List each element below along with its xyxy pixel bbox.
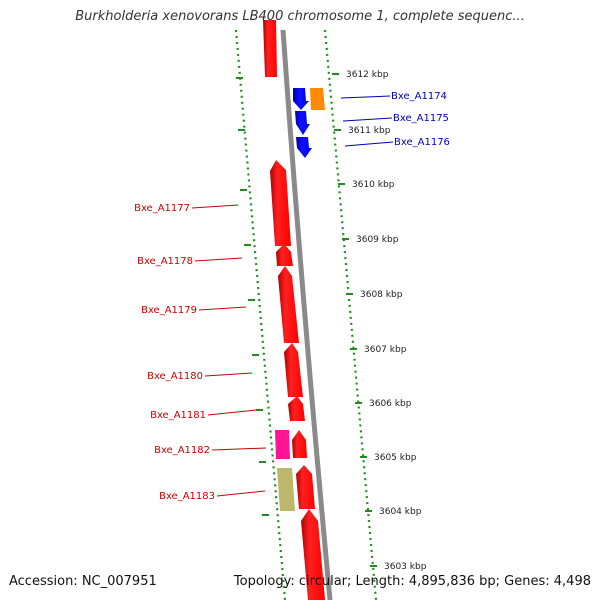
right-tick-dash — [346, 293, 353, 295]
chromosome-backbone — [280, 29, 333, 600]
left-tick-dash — [256, 409, 263, 411]
left-tick-dash — [244, 244, 251, 246]
left-leader-line — [194, 257, 243, 262]
gene-red-1183 — [296, 465, 315, 509]
gene-blue-1175 — [295, 111, 310, 135]
right-tick-dash — [360, 456, 367, 458]
gene-khaki-1183 — [277, 468, 295, 511]
right-leader-line — [340, 95, 391, 99]
tick-label: 3603 kbp — [384, 562, 427, 572]
accession-text: Accession: NC_007951 — [9, 574, 157, 589]
gene-orange-1174 — [310, 88, 325, 110]
gene-red-top — [263, 20, 277, 77]
tick-label: 3611 kbp — [348, 126, 391, 136]
gene-label-right[interactable]: Bxe_A1175 — [393, 113, 449, 124]
tick-label: 3606 kbp — [369, 399, 412, 409]
left-leader-line — [191, 204, 239, 209]
right-tick-dash — [332, 73, 339, 75]
left-leader-line — [211, 447, 267, 451]
map-title: Burkholderia xenovorans LB400 chromosome… — [75, 9, 525, 24]
gene-red-1178 — [276, 244, 293, 266]
gene-red-bottom — [301, 509, 325, 600]
gene-labels[interactable]: Bxe_A1174 Bxe_A1175 Bxe_A1176 Bxe_A1177 Bxe_… — [134, 91, 450, 502]
right-tick-dash — [338, 183, 345, 185]
tick-label: 3604 kbp — [379, 507, 422, 517]
left-tick-dash — [240, 189, 247, 191]
right-tick-dash — [355, 402, 362, 404]
gene-features — [263, 20, 325, 600]
left-leader-line — [204, 372, 253, 377]
left-leader-line — [216, 490, 266, 497]
left-tick-dash — [252, 354, 259, 356]
left-tick-dash — [238, 129, 245, 131]
topology-text: Topology: circular; Length: 4,895,836 bp… — [233, 574, 591, 589]
left-tick-dash — [248, 299, 255, 301]
right-leader-line — [342, 117, 393, 122]
tick-label: 3609 kbp — [356, 235, 399, 245]
tick-label: 3610 kbp — [352, 180, 395, 190]
right-tick-dash — [334, 129, 341, 131]
tick-label: 3612 kbp — [346, 70, 389, 80]
right-dotted-ruler — [323, 29, 378, 600]
left-leader-line — [207, 409, 257, 416]
right-tick-dash — [365, 510, 372, 512]
gene-label-left[interactable]: Bxe_A1179 — [141, 305, 197, 316]
gene-label-left[interactable]: Bxe_A1178 — [137, 256, 193, 267]
left-tick-dash — [262, 514, 269, 516]
gene-label-left[interactable]: Bxe_A1183 — [159, 491, 215, 502]
right-leader-line — [344, 141, 394, 147]
gene-label-left[interactable]: Bxe_A1181 — [150, 410, 206, 421]
right-tick-dash — [370, 565, 377, 567]
gene-blue-1174 — [293, 88, 309, 110]
backbone-line — [280, 29, 333, 600]
gene-label-left[interactable]: Bxe_A1177 — [134, 203, 190, 214]
ruler-tick-labels: 3612 kbp 3611 kbp 3610 kbp 3609 kbp 3608 kbp… — [346, 70, 427, 572]
tick-label: 3608 kbp — [360, 290, 403, 300]
gene-label-right[interactable]: Bxe_A1174 — [391, 91, 447, 102]
gene-red-1177 — [270, 160, 291, 246]
ruler-ticks — [236, 73, 377, 567]
gene-red-1180 — [284, 343, 303, 397]
label-leader-lines — [191, 95, 394, 497]
gene-label-left[interactable]: Bxe_A1182 — [154, 445, 210, 456]
gene-blue-1176 — [296, 137, 312, 158]
gene-red-1182 — [292, 430, 307, 458]
tick-label: 3605 kbp — [374, 453, 417, 463]
tick-label: 3607 kbp — [364, 345, 407, 355]
gene-label-right[interactable]: Bxe_A1176 — [394, 137, 450, 148]
left-dotted-ruler — [234, 29, 287, 600]
right-tick-dash — [350, 348, 357, 350]
gene-label-left[interactable]: Bxe_A1180 — [147, 371, 203, 382]
gene-red-1179 — [278, 266, 299, 343]
right-tick-dash — [342, 238, 349, 240]
left-tick-dash — [259, 461, 266, 463]
left-leader-line — [198, 306, 247, 311]
gene-magenta-1182 — [275, 430, 290, 459]
gene-red-1181 — [288, 396, 305, 421]
left-tick-dash — [236, 77, 243, 79]
